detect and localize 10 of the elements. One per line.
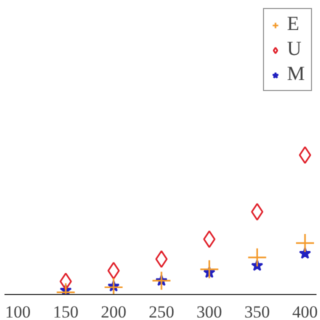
- x-tick-label: 400: [292, 302, 318, 320]
- legend-label: E: [287, 13, 300, 36]
- legend-label: M: [287, 63, 306, 86]
- x-tick-label: 250: [148, 302, 174, 320]
- x-tick-label: 150: [53, 302, 78, 320]
- x-tick-label: 100: [5, 302, 31, 320]
- x-tick-label: 300: [196, 302, 222, 320]
- legend-label: U: [287, 38, 302, 61]
- x-tick-label: 200: [100, 302, 126, 320]
- x-tick-label: 350: [244, 302, 270, 320]
